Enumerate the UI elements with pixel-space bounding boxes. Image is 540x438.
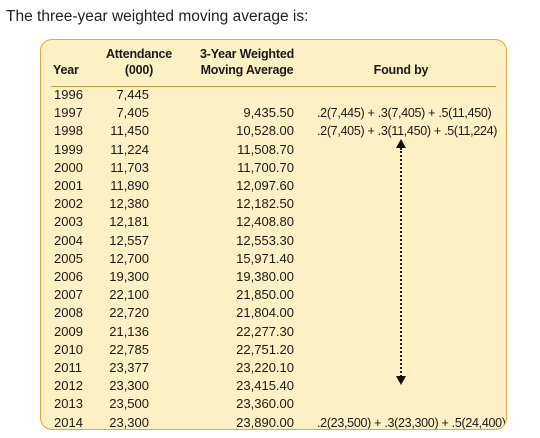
header-year-label: Year: [53, 63, 79, 77]
table-row: 2006 19,300 19,380.00: [41, 268, 506, 286]
average-cell: 10,528.00: [236, 123, 294, 139]
header-average-line2: Moving Average: [200, 63, 294, 77]
attendance-cell: 19,300: [109, 269, 149, 284]
attendance-cell: 11,450: [110, 123, 149, 139]
dotted-continuation-line: [400, 148, 402, 377]
table-row: 1996 7,445: [41, 86, 506, 104]
average-cell: 23,415.40: [236, 378, 294, 394]
year-cell: 2008: [54, 305, 83, 321]
year-cell: 2005: [54, 250, 83, 266]
year-cell: 2013: [54, 396, 83, 412]
year-cell: 2011: [54, 360, 82, 375]
average-cell: 9,435.50: [243, 105, 294, 121]
attendance-cell: 22,785: [109, 341, 149, 357]
table-row: 2013 23,500 23,360.00: [41, 395, 506, 413]
table-row: 2014 23,300 23,890.00 .2(23,500) + .3(23,30…: [41, 414, 506, 430]
header-found-by: Found by: [341, 62, 461, 78]
attendance-cell: 22,100: [109, 287, 149, 303]
average-cell: 23,890.00: [236, 414, 294, 430]
header-rule: [51, 86, 496, 87]
table-row: 1999 11,224 11,508.70: [41, 141, 506, 159]
average-cell: 12,553.30: [236, 232, 294, 248]
average-cell: 22,751.20: [236, 341, 294, 357]
intro-text: The three-year weighted moving average i…: [6, 8, 309, 25]
table-row: 2011 23,377 23,220.10: [41, 359, 506, 377]
table-row: 2000 11,703 11,700.70: [41, 159, 506, 177]
year-cell: 2003: [54, 214, 83, 230]
table-row: 1997 7,405 9,435.50 .2(7,445) + .3(7,405) +…: [41, 104, 506, 122]
attendance-cell: 12,557: [109, 232, 149, 248]
header-year: Year: [53, 62, 79, 78]
average-cell: 21,804.00: [236, 305, 294, 321]
table-row: 1998 11,450 10,528.00 .2(7,405) + .3(11,450…: [41, 122, 506, 140]
average-cell: 23,360.00: [236, 396, 294, 412]
found-by-cell: .2(7,405) + .3(11,450) + .5(11,224): [317, 124, 498, 139]
attendance-cell: 23,300: [109, 378, 149, 394]
table-row: 2012 23,300 23,415.40: [41, 377, 506, 395]
header-average-line1: 3-Year Weighted: [199, 47, 295, 61]
attendance-cell: 12,380: [109, 196, 149, 212]
attendance-cell: 12,700: [109, 250, 149, 266]
header-found-by-label: Found by: [373, 63, 429, 77]
average-cell: 19,380.00: [236, 269, 294, 284]
table-row: 2002 12,380 12,182.50: [41, 195, 506, 213]
attendance-cell: 11,224: [110, 141, 149, 157]
attendance-cell: 11,703: [110, 159, 149, 175]
attendance-cell: 22,720: [109, 305, 149, 321]
average-cell: 23,220.10: [236, 360, 294, 375]
table-row: 2005 12,700 15,971.40: [41, 250, 506, 268]
attendance-cell: 11,890: [110, 178, 149, 193]
year-cell: 2006: [54, 269, 83, 284]
average-cell: 21,850.00: [236, 287, 294, 303]
arrow-down-icon: [396, 376, 406, 385]
year-cell: 2014: [54, 414, 83, 430]
attendance-cell: 12,181: [109, 214, 149, 230]
table-row: 2003 12,181 12,408.80: [41, 213, 506, 231]
year-cell: 2000: [54, 159, 83, 175]
year-cell: 2007: [54, 287, 83, 303]
attendance-cell: 21,136: [109, 323, 149, 339]
year-cell: 2002: [54, 196, 83, 212]
year-cell: 2004: [54, 232, 83, 248]
found-by-cell: .2(23,500) + .3(23,300) + .5(24,400): [317, 415, 506, 430]
table-row: 2007 22,100 21,850.00: [41, 286, 506, 304]
year-cell: 1997: [54, 105, 83, 121]
year-cell: 2001: [54, 178, 83, 193]
attendance-cell: 23,500: [109, 396, 149, 412]
average-cell: 12,097.60: [236, 178, 294, 193]
year-cell: 1996: [54, 87, 83, 102]
attendance-cell: 7,445: [116, 87, 149, 102]
year-cell: 2012: [54, 378, 83, 394]
table-row: 2001 11,890 12,097.60: [41, 177, 506, 195]
header-attendance-line1: Attendance: [105, 47, 173, 61]
table-row: 2008 22,720 21,804.00: [41, 304, 506, 322]
year-cell: 2010: [54, 341, 83, 357]
attendance-cell: 7,405: [116, 105, 149, 121]
average-cell: 12,182.50: [236, 196, 294, 212]
attendance-cell: 23,377: [109, 360, 149, 375]
moving-average-table: Year Attendance (000) 3-Year Weighted Mo…: [40, 39, 507, 430]
header-attendance: Attendance (000): [99, 46, 179, 78]
average-cell: 11,700.70: [237, 159, 294, 175]
table-row: 2004 12,557 12,553.30: [41, 232, 506, 250]
header-average: 3-Year Weighted Moving Average: [189, 46, 305, 78]
year-cell: 1999: [54, 141, 83, 157]
table-row: 2010 22,785 22,751.20: [41, 341, 506, 359]
year-cell: 1998: [54, 123, 83, 139]
found-by-cell: .2(7,445) + .3(7,405) + .5(11,450): [317, 106, 492, 121]
average-cell: 11,508.70: [237, 141, 294, 157]
average-cell: 12,408.80: [236, 214, 294, 230]
arrow-up-icon: [396, 139, 406, 148]
table-row: 2009 21,136 22,277.30: [41, 323, 506, 341]
average-cell: 15,971.40: [236, 250, 294, 266]
average-cell: 22,277.30: [236, 323, 294, 339]
attendance-cell: 23,300: [109, 414, 149, 430]
header-attendance-line2: (000): [124, 63, 154, 77]
year-cell: 2009: [54, 323, 83, 339]
